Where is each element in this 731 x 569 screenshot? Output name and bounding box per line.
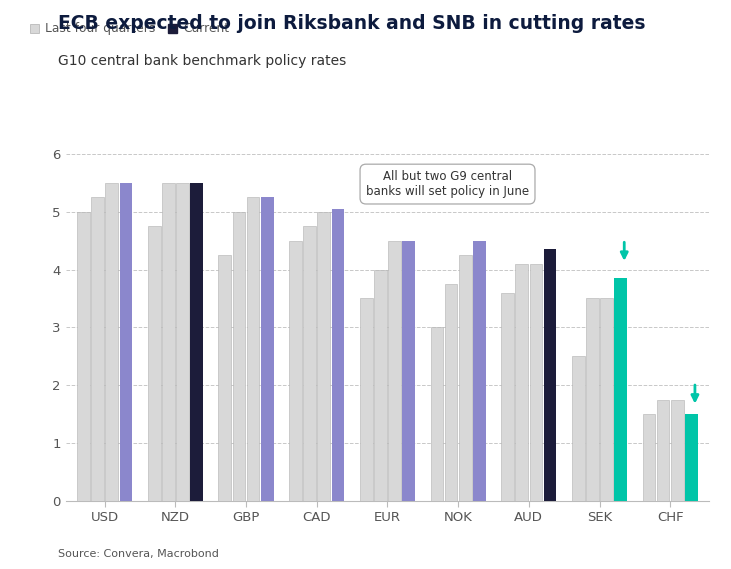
Bar xyxy=(91,197,104,501)
Bar xyxy=(232,212,246,501)
Bar xyxy=(388,241,401,501)
Bar xyxy=(303,226,316,501)
Bar xyxy=(431,327,443,501)
Bar xyxy=(317,212,330,501)
Bar xyxy=(119,183,132,501)
Text: All but two G9 central
banks will set policy in June: All but two G9 central banks will set po… xyxy=(366,170,529,198)
Bar xyxy=(247,197,260,501)
Bar xyxy=(614,278,627,501)
Bar xyxy=(176,183,189,501)
Bar xyxy=(473,241,485,501)
Bar xyxy=(444,284,458,501)
Text: G10 central bank benchmark policy rates: G10 central bank benchmark policy rates xyxy=(58,54,346,68)
Bar xyxy=(600,298,613,501)
Bar xyxy=(219,255,231,501)
Bar xyxy=(671,399,683,501)
Bar xyxy=(261,197,273,501)
Bar xyxy=(402,241,415,501)
Bar xyxy=(515,263,528,501)
Bar xyxy=(374,270,387,501)
Bar xyxy=(148,226,161,501)
Bar xyxy=(332,209,344,501)
Bar xyxy=(289,241,302,501)
Text: Source: Convera, Macrobond: Source: Convera, Macrobond xyxy=(58,549,219,559)
Bar xyxy=(190,183,203,501)
Bar xyxy=(360,298,373,501)
Bar xyxy=(529,263,542,501)
Bar xyxy=(501,292,514,501)
Bar xyxy=(586,298,599,501)
Bar xyxy=(643,414,656,501)
Text: ECB expected to join Riksbank and SNB in cutting rates: ECB expected to join Riksbank and SNB in… xyxy=(58,14,646,33)
Legend: Last four quarters, Current: Last four quarters, Current xyxy=(30,23,230,35)
Bar xyxy=(656,399,670,501)
Bar xyxy=(162,183,175,501)
Bar xyxy=(685,414,698,501)
Bar xyxy=(459,255,471,501)
Bar xyxy=(105,183,118,501)
Bar xyxy=(77,212,90,501)
Bar xyxy=(544,249,556,501)
Bar xyxy=(572,356,585,501)
